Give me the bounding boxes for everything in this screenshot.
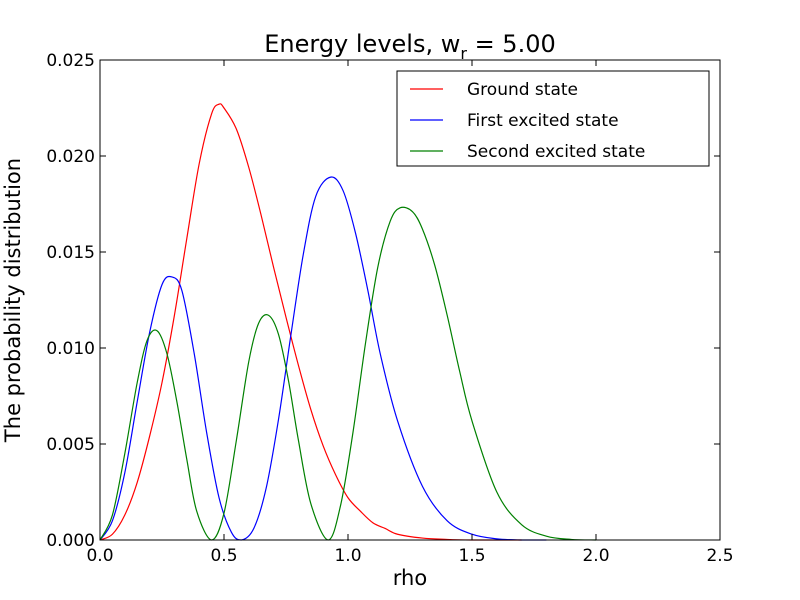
x-axis-label: rho — [393, 566, 427, 590]
ticks-layer: 0.0 0.5 1.0 1.5 2.0 2.5 0.000 0.005 0.010 0.015 0.… — [46, 51, 733, 566]
legend-label-1: Ground state — [467, 80, 578, 100]
legend: Ground state First excited state Second ex… — [396, 70, 710, 167]
legend-frame — [396, 70, 710, 167]
y-tick-label: 0.010 — [46, 339, 95, 359]
series-line-3 — [99, 206, 597, 541]
y-axis-label: The probability distribution — [1, 158, 25, 443]
x-tick-label: 2.0 — [582, 546, 609, 566]
y-tick-label: 0.000 — [46, 531, 95, 551]
chart-title: Energy levels, wr = 5.00 — [264, 30, 556, 63]
x-tick-label: 0.5 — [210, 546, 237, 566]
y-tick-label: 0.020 — [46, 147, 95, 167]
plot-frame — [99, 59, 721, 541]
y-tick-label: 0.005 — [46, 435, 95, 455]
series-layer — [99, 103, 597, 541]
y-tick-label: 0.025 — [46, 51, 95, 71]
series-line-2 — [99, 176, 547, 541]
x-tick-label: 2.5 — [706, 546, 733, 566]
series-line-1 — [99, 103, 522, 541]
x-tick-label: 0.0 — [86, 546, 113, 566]
legend-label-3: Second excited state — [467, 142, 645, 162]
x-tick-label: 1.0 — [334, 546, 361, 566]
x-tick-label: 1.5 — [458, 546, 485, 566]
y-tick-label: 0.015 — [46, 243, 95, 263]
legend-label-2: First excited state — [467, 111, 619, 131]
